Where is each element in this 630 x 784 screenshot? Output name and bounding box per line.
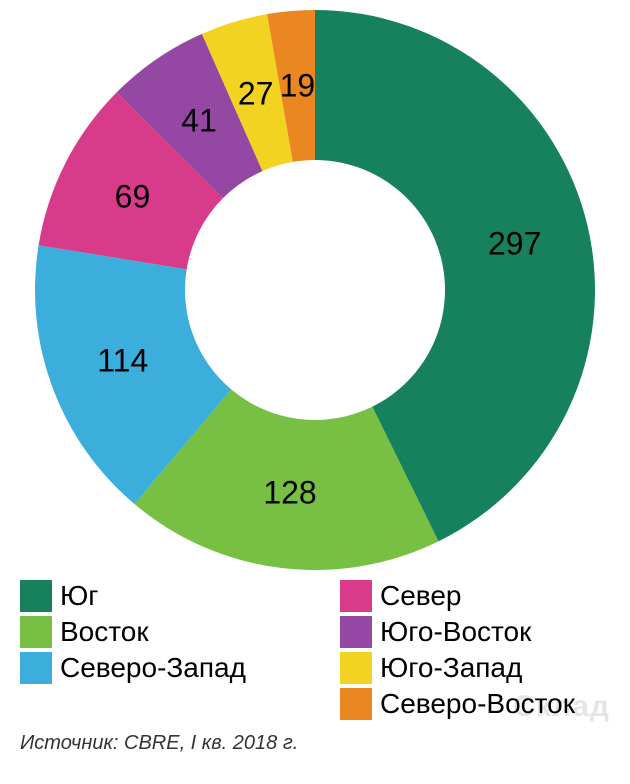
slice-value-3: 69 (115, 178, 151, 215)
legend-item: Северо-Запад (20, 652, 340, 684)
legend-label: Юг (60, 580, 99, 612)
legend-swatch (340, 580, 372, 612)
source-text: Источник: CBRE, I кв. 2018 г. (20, 732, 630, 755)
legend-swatch (340, 652, 372, 684)
slice-value-6: 19 (280, 67, 316, 104)
legend-swatch (340, 688, 372, 720)
slice-value-1: 128 (263, 475, 316, 512)
legend-item: Юго-Восток (340, 616, 630, 648)
donut-chart: 297 128 114 69 41 2719 (35, 10, 595, 570)
legend-col-left: Юг Восток Северо-Запад (20, 578, 340, 722)
legend-item: Юг (20, 580, 340, 612)
legend-swatch (20, 616, 52, 648)
slice-value-0: 297 (488, 225, 541, 262)
slice-value-2: 114 (97, 343, 148, 380)
legend-swatch (20, 580, 52, 612)
legend-label: Юго-Восток (380, 616, 531, 648)
legend-item: Северо-Восток (340, 688, 630, 720)
slice-value-4: 41 (181, 102, 217, 139)
legend-swatch (340, 616, 372, 648)
legend-swatch (20, 652, 52, 684)
legend-item: Север (340, 580, 630, 612)
legend-label: Восток (60, 616, 149, 648)
legend-label: Юго-Запад (380, 652, 522, 684)
slice-value-5: 27 (238, 75, 274, 112)
legend-col-right: Север Юго-Восток Юго-Запад Северо-Восток (340, 578, 630, 722)
legend-label: Север (380, 580, 462, 612)
legend-label: Северо-Восток (380, 688, 575, 720)
legend-label: Северо-Запад (60, 652, 246, 684)
legend-item: Восток (20, 616, 340, 648)
legend-item: Юго-Запад (340, 652, 630, 684)
legend: Юг Восток Северо-Запад Север Юго-Восток Юго-… (20, 578, 630, 722)
